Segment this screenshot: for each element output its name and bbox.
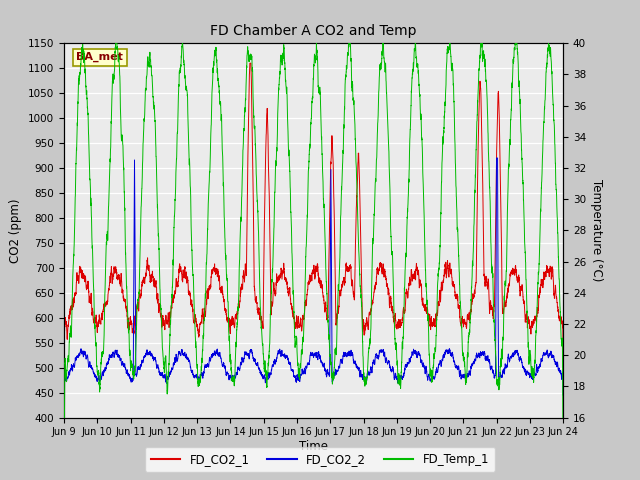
Title: FD Chamber A CO2 and Temp: FD Chamber A CO2 and Temp <box>211 24 417 38</box>
X-axis label: Time: Time <box>299 440 328 453</box>
Legend: FD_CO2_1, FD_CO2_2, FD_Temp_1: FD_CO2_1, FD_CO2_2, FD_Temp_1 <box>145 447 495 472</box>
Y-axis label: CO2 (ppm): CO2 (ppm) <box>10 198 22 263</box>
Text: BA_met: BA_met <box>77 52 124 62</box>
Y-axis label: Temperature (°C): Temperature (°C) <box>590 179 603 282</box>
